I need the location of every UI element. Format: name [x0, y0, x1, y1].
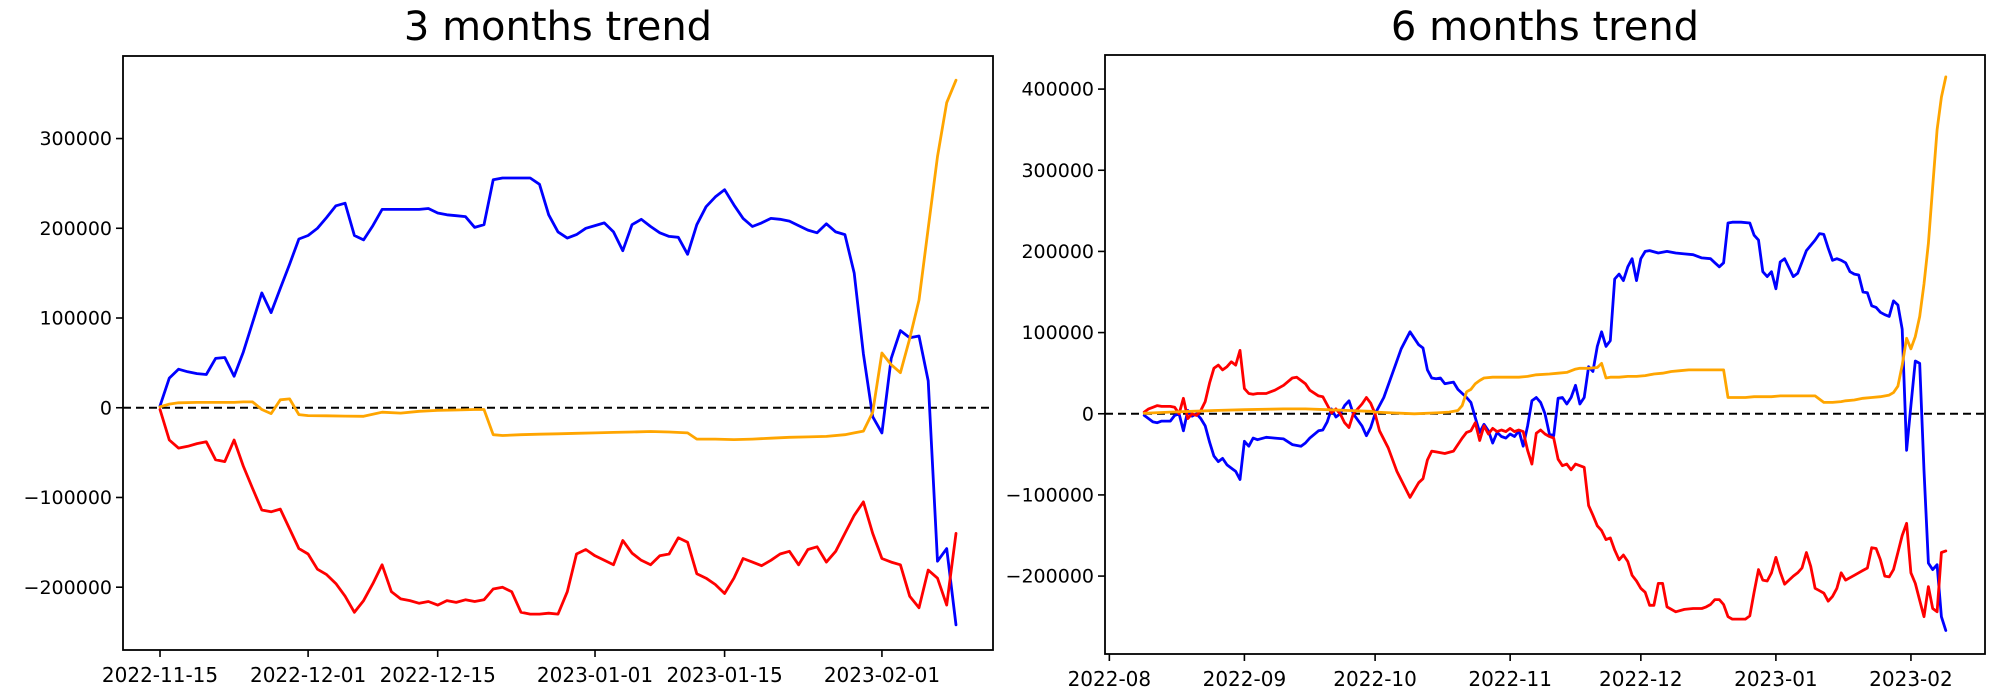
y-tick-label: 300000: [39, 128, 112, 150]
y-tick-label: 200000: [1021, 241, 1094, 263]
y-tick-label: 200000: [39, 218, 112, 240]
y-tick-label: −100000: [24, 487, 112, 509]
plot-box: [1104, 54, 1986, 655]
x-tick-label: 2023-02: [1869, 667, 1953, 691]
y-tick-label: 100000: [1021, 322, 1094, 344]
x-tick-label: 2022-12-15: [380, 663, 496, 687]
series-orange-line: [158, 78, 958, 442]
x-tick-label: 2022-12-01: [250, 663, 366, 687]
x-tick-label: 2022-10: [1333, 667, 1417, 691]
y-tick-label: −200000: [1006, 566, 1094, 588]
x-tick-label: 2022-08: [1068, 667, 1152, 691]
x-tick-label: 2022-09: [1203, 667, 1287, 691]
x-tick-label: 2023-01: [1734, 667, 1818, 691]
y-tick-label: 400000: [1021, 79, 1094, 101]
x-tick-label: 2022-12: [1599, 667, 1683, 691]
x-tick-label: 2023-01-01: [537, 663, 653, 687]
series-blue-line: [1142, 220, 1948, 632]
y-tick-label: 0: [1082, 403, 1094, 425]
x-tick-label: 2022-11: [1468, 667, 1552, 691]
chart-title-3-months: 3 months trend: [403, 4, 713, 50]
y-tick-label: −200000: [24, 577, 112, 599]
x-tick-label: 2023-01-15: [666, 663, 782, 687]
y-tick-label: 100000: [39, 308, 112, 330]
x-tick-label: 2022-11-15: [102, 663, 218, 687]
series-orange-line: [1142, 75, 1948, 416]
x-tick-label: 2023-02-01: [824, 663, 940, 687]
plot-box: [122, 55, 994, 651]
y-tick-label: −100000: [1006, 485, 1094, 507]
y-tick-label: 300000: [1021, 160, 1094, 182]
chart-title-6-months: 6 months trend: [1390, 4, 1700, 50]
series-red-line: [1142, 348, 1948, 621]
series-red-line: [158, 408, 958, 616]
series-blue-line: [158, 176, 958, 627]
y-tick-label: 0: [100, 397, 112, 419]
chart-1: 400000 300000 200000 100000 0 −100000 −200000 2…: [1006, 54, 1986, 691]
chart-0: 300000 200000 100000 0 −100000 −200000 2022-11…: [24, 55, 994, 687]
